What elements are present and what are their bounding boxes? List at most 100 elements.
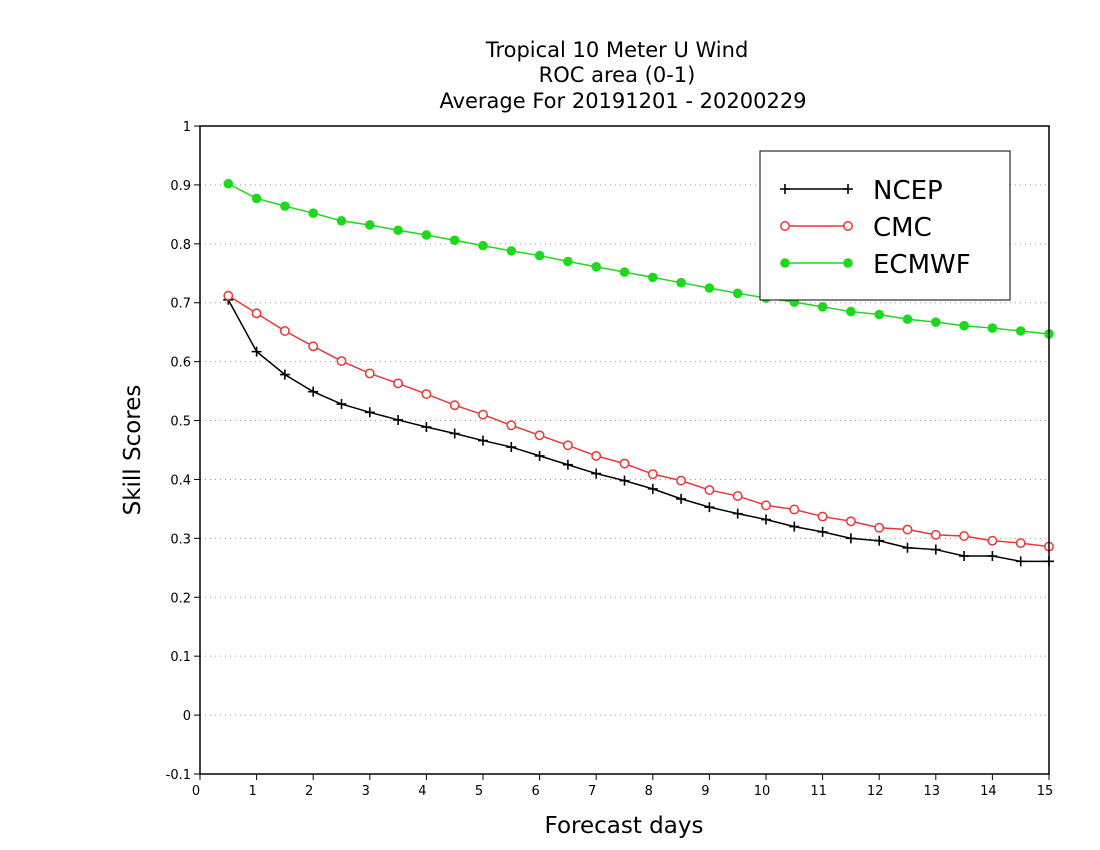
data-point-ncep [478, 435, 488, 446]
data-point-ecmwf [817, 302, 828, 312]
y-tick-label: 0.9 [170, 179, 191, 194]
x-tick-label: 9 [701, 784, 709, 799]
legend-marker-ncep [780, 184, 790, 194]
y-tick-label: 0.6 [170, 356, 191, 371]
data-point-ecmwf [619, 267, 630, 277]
x-tick-label: 10 [754, 784, 771, 799]
data-point-ecmwf [931, 317, 941, 327]
data-point-ncep [647, 483, 658, 494]
data-point-cmc [562, 440, 573, 451]
data-point-ncep [676, 493, 687, 504]
data-point-ncep [308, 386, 319, 397]
data-point-ecmwf [959, 320, 969, 331]
y-tick-label: 0.5 [170, 415, 191, 430]
data-point-ecmwf [846, 306, 856, 317]
chart-title: Tropical 10 Meter U Wind ROC area (0-1) … [439, 38, 806, 113]
data-point-cmc [1015, 538, 1026, 549]
x-tick-label: 6 [531, 784, 539, 799]
series-line-ncep [227, 299, 1049, 563]
data-point-ecmwf [591, 261, 601, 272]
y-axis-ticks: -0.1 0 0.1 0.2 0.3 0.4 0.5 0.6 0.7 0.8 0.9 1 [166, 120, 200, 783]
data-point-cmc [845, 516, 856, 527]
x-axis-ticks: 0 1 2 3 4 5 6 7 8 9 10 11 12 13 14 15 [192, 774, 1053, 799]
data-point-ncep [1015, 556, 1026, 567]
data-point-ecmwf [987, 323, 998, 333]
data-point-ecmwf [308, 208, 319, 218]
data-point-ecmwf [732, 288, 743, 299]
x-tick-label: 7 [588, 784, 596, 799]
data-point-ecmwf [902, 314, 913, 325]
legend-marker-ecmwf [843, 258, 853, 268]
data-point-cmc [987, 535, 998, 546]
data-point-ncep [874, 535, 885, 546]
data-point-cmc [506, 420, 517, 431]
legend-label-ecmwf: ECMWF [873, 250, 971, 280]
data-point-cmc [874, 522, 885, 533]
data-point-ncep [449, 428, 460, 439]
plot-frame [199, 125, 1050, 775]
data-point-cmc [647, 469, 658, 480]
data-point-ncep [534, 450, 545, 461]
x-tick-label: 12 [867, 784, 884, 799]
data-point-cmc [336, 356, 347, 366]
data-point-cmc [902, 524, 913, 535]
data-point-ncep [902, 542, 913, 553]
legend-entry-cmc: CMC [780, 213, 932, 243]
data-point-cmc [223, 290, 234, 301]
data-point-ecmwf [336, 216, 347, 226]
series-ncep [223, 294, 1054, 567]
legend-entry-ecmwf: ECMWF [780, 250, 971, 280]
x-tick-label: 0 [192, 784, 200, 799]
y-tick-label: 0.7 [170, 297, 191, 312]
data-point-ecmwf [704, 283, 715, 293]
data-point-ecmwf [280, 201, 290, 211]
data-point-ecmwf [449, 235, 460, 246]
x-tick-label: 1 [248, 784, 256, 799]
legend-label-cmc: CMC [873, 213, 932, 243]
legend-entry-ncep: NCEP [780, 176, 943, 206]
data-point-cmc [534, 430, 545, 441]
data-point-cmc [789, 504, 800, 515]
legend-entries: NCEP CMC ECMWF [780, 176, 971, 280]
y-tick-label: 0.8 [170, 238, 191, 253]
data-point-cmc [251, 308, 262, 319]
data-point-cmc [393, 378, 404, 389]
y-tick-label: 0.1 [170, 650, 191, 665]
data-point-ecmwf [506, 246, 517, 256]
data-point-ecmwf [365, 220, 375, 230]
data-point-cmc [732, 490, 743, 501]
data-point-ncep [789, 521, 800, 532]
series-cmc [223, 290, 1054, 552]
data-point-ncep [364, 407, 375, 418]
data-point-cmc [619, 458, 630, 469]
x-tick-label: 8 [645, 784, 653, 799]
data-point-cmc [761, 500, 771, 511]
data-point-cmc [308, 341, 319, 352]
data-point-cmc [364, 368, 375, 379]
data-point-ncep [562, 459, 573, 470]
data-point-ncep [845, 533, 856, 544]
data-point-ncep [421, 422, 432, 433]
data-point-ncep [732, 508, 743, 519]
data-point-ecmwf [421, 230, 432, 240]
chart-title-line-3: Average For 20191201 - 20200229 [439, 89, 806, 113]
legend-marker-cmc [780, 221, 790, 231]
y-tick-label: 0 [183, 709, 191, 724]
data-point-ecmwf [1015, 326, 1026, 336]
x-tick-label: 15 [1037, 784, 1054, 799]
y-axis-label: Skill Scores [120, 385, 146, 516]
data-point-ncep [761, 514, 771, 525]
data-point-ncep [619, 475, 630, 486]
data-point-ncep [279, 369, 290, 380]
data-point-cmc [930, 529, 941, 540]
data-point-ecmwf [874, 309, 884, 320]
data-point-cmc [421, 389, 432, 399]
data-point-ecmwf [648, 272, 658, 283]
legend: NCEP CMC ECMWF [759, 150, 1011, 301]
series-line-cmc [227, 295, 1050, 548]
x-tick-label: 13 [924, 784, 941, 799]
legend-marker-ecmwf [780, 258, 790, 268]
legend-marker-cmc [843, 221, 853, 231]
data-point-cmc [959, 531, 970, 541]
data-point-ncep [506, 442, 517, 453]
